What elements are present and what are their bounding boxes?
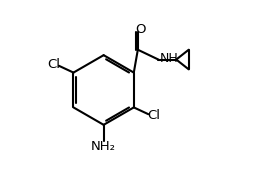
Text: NH₂: NH₂ — [91, 140, 116, 153]
Text: Cl: Cl — [147, 109, 160, 122]
Text: O: O — [135, 23, 146, 36]
Text: Cl: Cl — [47, 58, 60, 71]
Text: NH: NH — [159, 52, 178, 65]
